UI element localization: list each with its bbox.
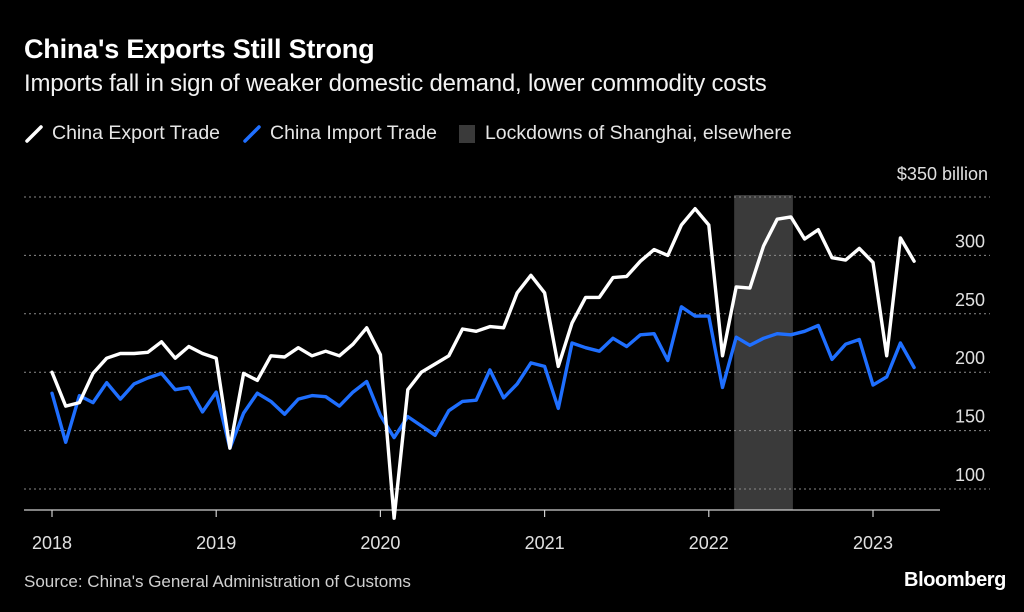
- y-tick-label: 200: [955, 348, 985, 368]
- y-unit-label: $350 billion: [897, 164, 988, 184]
- legend-import-label: China Import Trade: [270, 122, 437, 144]
- source-note: Source: China's General Administration o…: [24, 572, 411, 591]
- legend-item-lockdown: Lockdowns of Shanghai, elsewhere: [458, 122, 792, 145]
- x-tick-label: 2022: [689, 533, 729, 553]
- export-series-line: [50, 206, 916, 520]
- bloomberg-logo: Bloomberg: [904, 569, 1006, 591]
- x-tick-label: 2023: [853, 533, 893, 553]
- series-lines: [50, 206, 916, 520]
- lockdown-band: [734, 195, 793, 510]
- y-tick-label: 150: [955, 407, 985, 427]
- legend-item-import: China Import Trade: [242, 122, 437, 145]
- lockdown-swatch-icon: [458, 124, 475, 143]
- y-tick-label: 300: [955, 231, 985, 251]
- lockdown-shaded-region: [734, 195, 793, 510]
- x-axis: [24, 509, 940, 517]
- x-tick-label: 2021: [525, 533, 565, 553]
- x-tick-label: 2020: [360, 533, 400, 553]
- legend-lockdown-label: Lockdowns of Shanghai, elsewhere: [484, 122, 792, 144]
- legend-item-export: China Export Trade: [24, 122, 220, 145]
- y-tick-label: 250: [955, 290, 985, 310]
- axis-labels: 100 150 200 250 300 $350 billion 2018 2019 2020 2…: [32, 164, 988, 553]
- x-tick-label: 2018: [32, 533, 72, 553]
- chart-title: China's Exports Still Strong: [24, 34, 375, 64]
- legend-export-label: China Export Trade: [52, 122, 221, 144]
- export-line-swatch-icon: [25, 124, 43, 143]
- x-tick-label: 2019: [196, 533, 236, 553]
- y-tick-label: 100: [955, 465, 985, 485]
- import-line-swatch-icon: [243, 124, 261, 143]
- legend: China Export Trade China Import Trade Lo…: [24, 122, 814, 145]
- import-series-line: [50, 305, 916, 450]
- chart-subtitle: Imports fall in sign of weaker domestic …: [24, 70, 767, 97]
